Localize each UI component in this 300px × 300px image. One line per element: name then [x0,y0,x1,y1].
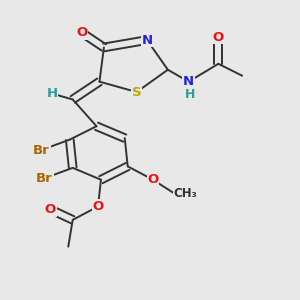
Text: N: N [183,75,194,88]
Text: O: O [147,173,159,186]
Text: CH₃: CH₃ [174,187,197,200]
Text: S: S [132,85,141,98]
Text: H: H [46,87,58,100]
Text: O: O [92,200,104,213]
Text: O: O [76,26,87,39]
Text: Br: Br [33,143,50,157]
Text: N: N [142,34,153,46]
Text: H: H [185,88,195,100]
Text: Br: Br [36,172,53,185]
Text: O: O [213,31,224,44]
Text: O: O [45,203,56,216]
